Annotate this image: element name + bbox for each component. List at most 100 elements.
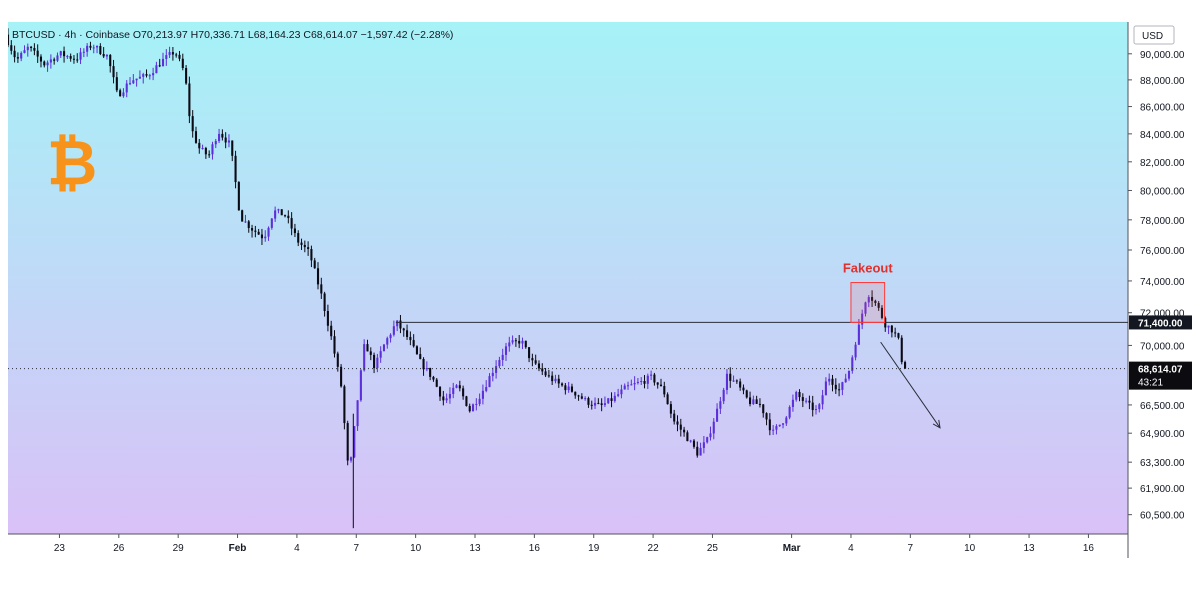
candle [877, 301, 880, 311]
candle-body [636, 381, 639, 383]
candle-body [188, 83, 191, 117]
candle [251, 224, 254, 238]
candle-body [587, 398, 590, 405]
candle [739, 378, 742, 391]
candle-body [201, 148, 204, 150]
candle [834, 378, 837, 394]
candle-body [666, 394, 669, 405]
candle-body [260, 234, 263, 239]
candle-body [547, 375, 550, 377]
candle [303, 240, 306, 253]
candle-body [231, 140, 234, 156]
candle-body [603, 403, 606, 405]
candle-body [854, 344, 857, 358]
candle [208, 150, 211, 158]
candle-body [610, 398, 613, 401]
projection-arrow[interactable] [880, 341, 941, 429]
x-tick-label: 10 [964, 543, 976, 554]
candle-body [254, 230, 257, 232]
candle [643, 375, 646, 389]
candle [699, 442, 702, 456]
candle [105, 53, 108, 60]
candle [432, 375, 435, 382]
y-tick-label: 90,000.00 [1140, 50, 1185, 61]
candle [234, 150, 237, 189]
candle-body [419, 354, 422, 359]
candle-body [481, 390, 484, 399]
candle-body [656, 382, 659, 385]
candle-body [432, 376, 435, 380]
candle [336, 351, 339, 372]
x-tick-label: 7 [353, 543, 359, 554]
candle [524, 340, 527, 349]
high-value: 70,336.71 [198, 29, 245, 41]
candle-body [722, 389, 725, 402]
y-tick-label: 61,900.00 [1140, 484, 1185, 495]
candle-body [267, 227, 270, 237]
candle-body [620, 389, 623, 395]
candle [610, 392, 613, 408]
y-axis-area[interactable] [1128, 22, 1192, 558]
candle-body [508, 342, 511, 347]
candle [785, 415, 788, 426]
y-tick-label: 86,000.00 [1140, 103, 1185, 114]
chart-frame[interactable]: BTCUSD · 4h · Coinbase O70,213.97 H70,33… [6, 22, 1192, 558]
y-tick-label: 64,900.00 [1140, 429, 1185, 440]
candle [597, 398, 600, 405]
candle [36, 44, 39, 63]
candle [429, 367, 432, 381]
candle [719, 396, 722, 414]
candle [831, 374, 834, 392]
candle [841, 381, 844, 396]
candle [478, 393, 481, 407]
candle-body [732, 380, 735, 382]
candle [323, 291, 326, 317]
candle [613, 392, 616, 403]
candle-body [795, 391, 798, 400]
candle [227, 134, 231, 148]
candle-body [23, 50, 26, 54]
candle [290, 212, 293, 236]
candle [788, 405, 791, 420]
candle [353, 426, 356, 459]
candle-body [152, 73, 155, 76]
candle-body [244, 221, 247, 223]
candle-body [168, 52, 171, 56]
candle-body [92, 47, 95, 49]
candle-body [72, 58, 76, 60]
candle-body [514, 340, 517, 342]
candle [211, 141, 214, 160]
candle [768, 413, 771, 436]
currency-label-box[interactable] [1133, 25, 1175, 45]
candle [224, 132, 227, 149]
x-tick-label: 25 [707, 543, 719, 554]
candle [689, 439, 692, 443]
candle [696, 441, 699, 458]
candle-body [119, 90, 122, 97]
candle [119, 88, 122, 97]
candle-body [270, 218, 273, 228]
interval: 4h [65, 29, 77, 41]
candle [63, 46, 66, 63]
candle [669, 401, 672, 419]
candle [247, 220, 250, 233]
candle [152, 67, 155, 81]
candle-body [274, 210, 277, 219]
candle [729, 367, 732, 388]
candle [646, 373, 649, 389]
candle [53, 57, 56, 65]
candle-body [323, 293, 326, 312]
candle [254, 225, 257, 238]
candle [607, 397, 610, 404]
candle-body [194, 131, 198, 143]
candle-body [570, 386, 574, 392]
y-tick-label: 60,500.00 [1140, 511, 1185, 522]
candle-body [821, 395, 824, 405]
candle-body [537, 363, 541, 369]
fakeout-box[interactable] [850, 282, 886, 323]
candle [448, 387, 451, 404]
price-chart[interactable]: BTCUSD · 4h · Coinbase O70,213.97 H70,33… [6, 22, 1192, 558]
candle [828, 373, 831, 386]
candle [814, 405, 818, 415]
x-axis-area[interactable] [8, 534, 1128, 558]
